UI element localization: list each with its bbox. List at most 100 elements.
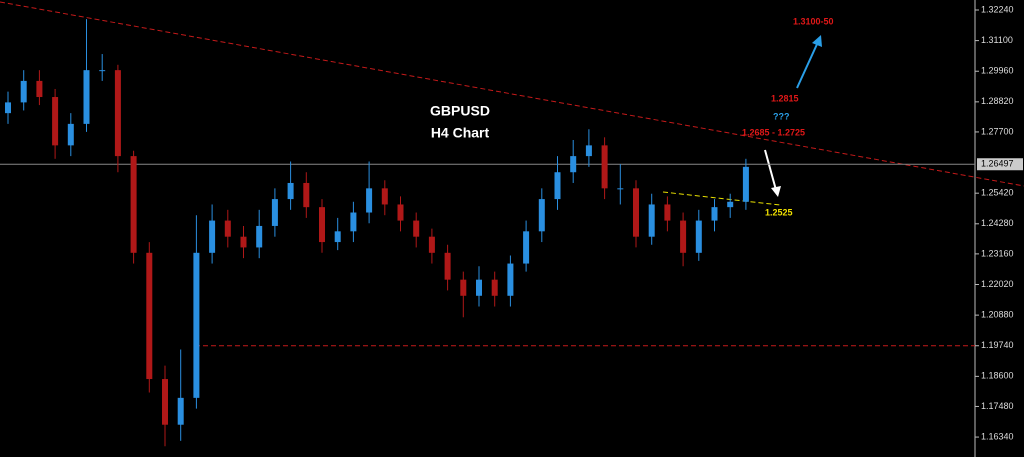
candle: [146, 242, 153, 393]
candle: [67, 113, 74, 157]
blue-arrow: [796, 35, 822, 89]
candle-body: [36, 80, 43, 98]
candle-body: [554, 172, 561, 200]
candle-body: [648, 204, 655, 237]
candle: [460, 271, 467, 318]
candle: [601, 137, 608, 200]
support-trend-line: [662, 191, 781, 206]
candle-body: [99, 70, 106, 72]
candle: [617, 164, 624, 205]
question-annotation: ???: [773, 111, 790, 121]
y-tick-label: 1.16340: [981, 431, 1014, 441]
candle-body: [507, 263, 514, 296]
candle-body: [224, 220, 231, 237]
candle-body: [334, 231, 341, 243]
candle-body: [256, 225, 263, 248]
candle: [130, 150, 137, 264]
candle-body: [695, 220, 702, 253]
candle: [538, 188, 545, 243]
candle-body: [162, 379, 168, 425]
candle: [83, 19, 90, 132]
candle-body: [491, 279, 498, 296]
candle: [554, 156, 561, 210]
y-tick-label: 1.32240: [981, 4, 1014, 14]
candle: [381, 180, 388, 216]
candle: [397, 196, 404, 232]
candle-body: [146, 252, 153, 380]
candle-body: [83, 70, 90, 124]
candle: [444, 244, 451, 291]
candle: [52, 88, 59, 159]
candle-body: [428, 236, 435, 253]
candle: [240, 225, 247, 259]
candle: [648, 193, 655, 245]
candle-body: [570, 156, 577, 173]
candle: [570, 139, 577, 183]
candle-body: [271, 199, 278, 226]
candle: [256, 209, 263, 259]
candle-body: [350, 212, 357, 232]
candle-body: [193, 252, 200, 398]
chart-title: GBPUSD: [430, 103, 490, 119]
candle: [507, 255, 514, 307]
y-tick-label: 1.28820: [981, 96, 1014, 106]
range-annotation: 1.2685 - 1.2725: [742, 127, 805, 137]
candle-body: [742, 166, 749, 202]
candle-body: [711, 207, 718, 221]
current-price-label: 1.26497: [981, 159, 1014, 169]
current-price-box: [977, 158, 1023, 171]
candle: [287, 161, 294, 210]
candle: [193, 215, 200, 409]
candle: [727, 193, 734, 218]
candle-body: [617, 188, 624, 190]
candle-body: [240, 236, 247, 248]
candle: [177, 349, 184, 441]
candle-body: [52, 97, 59, 146]
candle: [413, 212, 420, 248]
candle-body: [460, 279, 467, 296]
candle-body: [381, 188, 388, 205]
candle: [585, 129, 592, 167]
y-tick-label: 1.31100: [981, 35, 1013, 45]
candle: [491, 271, 498, 307]
candle: [224, 209, 231, 248]
candle: [36, 70, 43, 106]
support-annotation: 1.2525: [765, 207, 793, 217]
candle-body: [303, 182, 310, 208]
candle: [695, 209, 702, 261]
candle: [20, 70, 27, 111]
y-tick-label: 1.22020: [981, 279, 1014, 289]
candle: [350, 201, 357, 243]
candle: [366, 161, 373, 224]
y-tick-label: 1.29960: [981, 66, 1014, 76]
candle: [680, 212, 687, 267]
candle: [742, 158, 749, 210]
y-tick-label: 1.19740: [981, 340, 1014, 350]
candle: [711, 199, 718, 232]
candle: [271, 188, 278, 237]
candle-body: [177, 397, 184, 425]
candle-body: [20, 80, 27, 103]
level-annotation: 1.2815: [771, 93, 799, 103]
candle-body: [523, 231, 530, 264]
candle: [664, 196, 671, 232]
candle: [334, 217, 341, 251]
y-tick-label: 1.27700: [981, 126, 1014, 136]
candle-body: [633, 188, 639, 237]
trend-line: [0, 1, 1024, 187]
candle: [523, 220, 530, 272]
candle-body: [5, 102, 11, 114]
candle-body: [538, 199, 545, 232]
candle: [162, 365, 168, 447]
y-tick-label: 1.25420: [981, 188, 1014, 198]
candle: [476, 266, 482, 307]
candle-body: [680, 220, 687, 253]
candle-body: [444, 252, 451, 280]
candle-body: [130, 156, 137, 253]
white-arrow: [764, 149, 781, 197]
candle-body: [366, 188, 373, 213]
candle: [428, 228, 435, 264]
candle-body: [114, 70, 121, 157]
